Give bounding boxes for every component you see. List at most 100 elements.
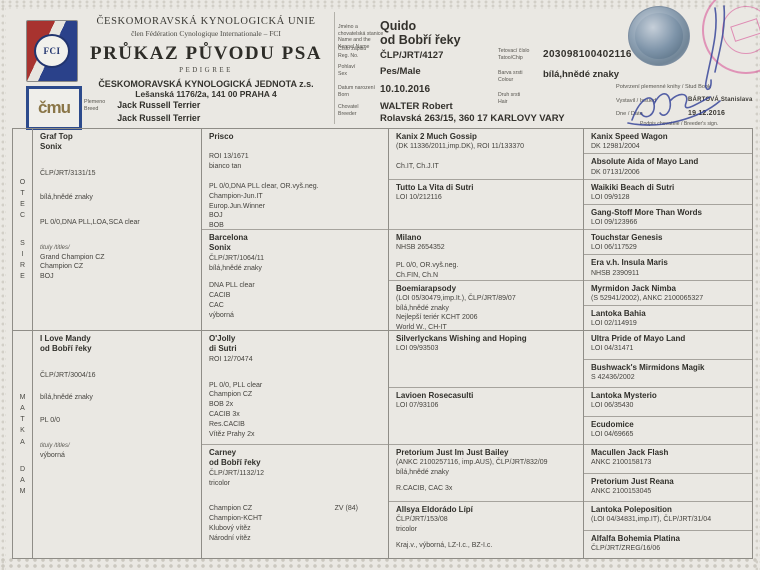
lace-border-right <box>754 0 760 570</box>
pedigree-detail-line: CAC <box>209 301 224 309</box>
lace-border-left <box>0 0 6 570</box>
label-name-kennel: Jméno a chovatelská stanice Name and the … <box>338 24 384 50</box>
pedigree-detail-line: Vítěz Prahy 2x <box>209 430 255 438</box>
label-born: Datum narození Born <box>338 85 375 98</box>
pedigree-detail-line: Champion-Jun.IT <box>209 192 263 200</box>
dog-name-line: Kanix 2 Much Gossip <box>396 132 477 141</box>
dog-name-line: od Bobří řeky <box>40 344 92 354</box>
breeder-name: WALTER Robert <box>380 101 453 112</box>
pedigree-cell: Lavioen Rosecasulti LOI 07/93106 <box>389 388 583 445</box>
issuing-org-address: Lešanská 1176/2a, 141 00 PRAHA 4 <box>135 89 277 99</box>
pedigree-detail-line: Res.CACIB <box>209 420 245 428</box>
lace-border-top <box>0 0 760 9</box>
union-name: ČESKOMORAVSKÁ KYNOLOGICKÁ UNIE <box>96 16 316 27</box>
dog-name-line: di Sutri <box>209 344 237 354</box>
dog-name-line: Absolute Aida of Mayo Land <box>591 157 699 167</box>
dam-gen1-column: I Love Mandy od Bobří řeky ČLP/JRT/3004/16… <box>33 331 201 558</box>
pedigree-detail-line: LOI 09/93503 <box>396 345 439 353</box>
fci-membership-line: člen Fédération Cynologique Internationa… <box>131 29 281 38</box>
pedigree-detail-line: LOI 07/93106 <box>396 402 439 410</box>
pedigree-cell: Lantoka Bahia LOI 02/114919 <box>584 306 752 330</box>
dog-name-line: Lantoka Mysterio <box>591 391 657 400</box>
lace-border-bottom <box>0 557 760 570</box>
dam-gen4-column: Ultra Pride of Mayo Land LOI 04/31471 Bush… <box>583 331 752 558</box>
dam-label-en: D A M <box>19 465 26 496</box>
sire-gen2-column: Prisco ROI 13/1671 bianco tan PL 0/0,DNA PL… <box>201 129 388 330</box>
dog-name-line: Macullen Jack Flash <box>591 448 669 457</box>
pedigree-detail-line: bílá,hnědé znaky <box>209 264 262 272</box>
dog-name-line: Ultra Pride of Mayo Land <box>591 334 686 343</box>
pedigree-detail-line: ČLP/JRT/3004/16 <box>40 371 96 379</box>
pedigree-detail-line: BOB 2x <box>209 401 234 409</box>
pedigree-detail-line: PL 0/0,DNA PLL clear, OR.vyš.neg. <box>209 182 319 190</box>
pedigree-cell: Barcelona Sonix ČLP/JRT/1064/11 bílá,hnědé … <box>202 230 388 330</box>
pedigree-cell: Touchstar Genesis LOI 06/117529 <box>584 230 752 256</box>
pedigree-detail-line: ČLP/JRT/ZREG/16/06 <box>591 544 661 552</box>
dog-name-line: Barcelona <box>209 233 248 242</box>
pedigree-detail-line: Národní vítěz <box>209 534 251 542</box>
dog-name-line: Ecudomice <box>591 419 634 429</box>
pedigree-cell: O'Jolly di Sutri ROI 12/70474 PL 0/0, PLL c… <box>202 331 388 445</box>
pedigree-cell: Myrmidon Jack Nimba (S 52941/2002), ANKC … <box>584 281 752 306</box>
pedigree-cell: Kanix Speed Wagon DK 12981/2004 <box>584 129 752 155</box>
dog-name-line: Tutto La Vita di Sutri <box>396 182 474 192</box>
pedigree-detail-line: (LOI 04/34831,imp.IT), ČLP/JRT/31/04 <box>591 516 712 524</box>
pedigree-detail-line: ČLP/JRT/3131/15 <box>40 169 96 177</box>
pedigree-detail-line: výborná <box>209 311 234 319</box>
pedigree-cell: Carney od Bobří řeky ČLP/JRT/1132/12 tricol… <box>202 445 388 558</box>
round-stamp-icon <box>702 0 760 74</box>
pedigree-detail-line: Champion CZ <box>40 263 84 271</box>
sire-label-en: S I R E <box>19 239 26 281</box>
cmkj-logo: čmu <box>26 86 82 130</box>
label-sex: Pohlaví Sex <box>338 64 356 77</box>
dog-reg-number: ČLP/JRT/4127 <box>380 50 444 61</box>
pedigree-detail-line: Kraj.v., výborná, LZ-I.c., BZ-I.c. <box>396 541 493 549</box>
pedigree-cell: Waikiki Beach di Sutri LOI 09/9128 <box>584 180 752 205</box>
dog-name-line: Milano <box>396 233 422 242</box>
sire-gen4-column: Kanix Speed Wagon DK 12981/2004 Absolute A… <box>583 129 752 330</box>
pedigree-detail-line: S 42436/2002 <box>591 373 635 381</box>
dog-name-line: Silverlyckans Wishing and Hoping <box>396 334 527 343</box>
sire-rail: O T E C S I R E <box>13 129 33 330</box>
pedigree-detail-line: CACIB <box>209 292 231 300</box>
issued-by: BÁRTOVÁ Stanislava <box>688 97 753 103</box>
dog-name-line: Lantoka Poleposition <box>591 505 672 514</box>
header-center: ČESKOMORAVSKÁ KYNOLOGICKÁ UNIE člen Fédé… <box>78 16 334 99</box>
pedigree-cell: Absolute Aida of Mayo Land DK 07131/2006 <box>584 154 752 180</box>
pedigree-detail-line: PL 0/0,DNA PLL,LOA,SCA clear <box>40 219 140 227</box>
dog-name-line: Waikiki Beach di Sutri <box>591 182 675 192</box>
issue-date: 19.12.2016 <box>688 110 726 117</box>
pedigree-detail-line: Champion CZ <box>209 391 253 399</box>
dog-name-line: Touchstar Genesis <box>591 233 663 242</box>
label-colour: Barva srsti Colour <box>498 70 523 83</box>
dog-name-line: Bushwack's Mirmidons Magik <box>591 362 705 372</box>
pedigree-detail-line: ČLP/JRT/153/08 <box>396 516 448 524</box>
dog-birth-date: 10.10.2016 <box>380 84 431 95</box>
studbook-confirmation-label: Potvrzení plemenné knihy / Stud Book <box>616 84 711 90</box>
pedigree-detail-line: CACIB 3x <box>209 410 240 418</box>
hologram-seal <box>628 6 690 66</box>
pedigree-detail-line: bílá,hnědé znaky <box>396 304 449 312</box>
dog-name-line: Kanix Speed Wagon <box>591 132 668 141</box>
pedigree-detail-line: bianco tan <box>209 163 242 171</box>
pedigree-table: O T E C S I R E Graf Top Sonix ČLP/JRT/313… <box>12 128 753 559</box>
issued-label: Vystavil / Issued <box>616 98 657 104</box>
breed-label: Plemeno Breed <box>84 99 106 113</box>
pedigree-cell: Alfalfa Bohemia Platina ČLP/JRT/ZREG/16/0… <box>584 531 752 559</box>
sire-half: O T E C S I R E Graf Top Sonix ČLP/JRT/313… <box>13 129 752 330</box>
pedigree-detail-line: BOJ <box>40 273 54 281</box>
pedigree-detail-line: LOI 02/114919 <box>591 320 637 328</box>
pedigree-detail-line: Klubový vítěz <box>209 524 251 532</box>
pedigree-detail-line: LOI 06/35430 <box>591 402 634 410</box>
pedigree-cell: Bushwack's Mirmidons Magik S 42436/2002 <box>584 360 752 388</box>
pedigree-detail-line: (ANKC 2100257116, imp.AUS), ČLP/JRT/832/… <box>396 459 548 467</box>
pedigree-cell: Kanix 2 Much Gossip (DK 11336/2011,imp.DK… <box>389 129 583 180</box>
fci-logo-text: FCI <box>34 34 70 68</box>
document-title: PRŮKAZ PŮVODU PSA <box>89 43 322 64</box>
label-breeder: Chovatel Breeder <box>338 104 359 117</box>
pedigree-detail-line: LOI 10/212116 <box>396 193 442 201</box>
dam-gen2-column: O'Jolly di Sutri ROI 12/70474 PL 0/0, PLL c… <box>201 331 388 558</box>
fci-logo: FCI <box>26 20 78 82</box>
chip-number: 203098100402116 <box>543 49 632 60</box>
